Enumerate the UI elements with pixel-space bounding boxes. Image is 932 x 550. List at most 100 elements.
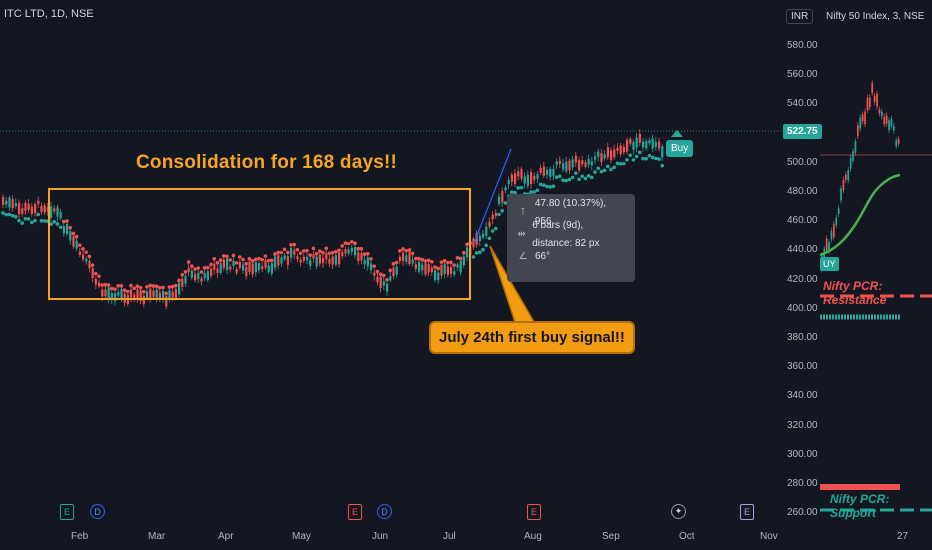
candle-body [146,291,149,299]
candle-body [158,292,161,299]
signal-dot [20,221,25,225]
candle-body [178,282,181,295]
candle-body [507,180,510,185]
signal-dot [292,242,297,247]
signal-dot [161,285,165,290]
signal-dot [545,184,549,189]
side-candlestick-series [821,80,900,273]
candle-body [104,289,107,297]
signal-dot [14,215,18,219]
signal-dot [529,190,533,194]
consolidation-label[interactable]: Consolidation for 168 days!! [136,152,398,173]
candle-body [424,263,427,275]
side-chart-title[interactable]: Nifty 50 Index, 3, NSE [826,11,925,22]
signal-dot [81,247,85,251]
earnings-event-icon[interactable]: E [60,504,74,520]
side-candle-body [866,97,869,111]
candle-body [69,230,72,241]
signal-dot [62,219,66,224]
candle-body [245,267,248,277]
buy-signal-callout[interactable]: July 24th first buy signal!! [429,321,635,354]
signal-dot [266,258,271,263]
candle-body [360,253,363,261]
signal-dot [612,165,616,170]
side-candle-body [842,179,845,191]
candle-body [405,255,408,262]
signal-dot [362,252,367,256]
time-axis[interactable]: Feb Mar Apr May Jun Jul Aug Sep Oct Nov [0,528,782,546]
signal-dot [1,211,5,215]
candle-body [309,260,312,266]
signal-dot [106,283,111,287]
earnings-event-icon[interactable]: E [740,504,754,520]
candle-body [331,256,334,265]
candle-body [334,254,337,265]
signal-dot [17,218,21,223]
signal-dot [286,250,290,255]
signal-dot [231,253,236,258]
candle-body [171,291,174,298]
signal-dot [247,257,252,261]
signal-dot [490,229,495,233]
candle-body [603,154,606,159]
candle-body [165,296,168,307]
signal-dot [452,263,457,267]
candle-body [366,257,369,267]
signal-dot [375,269,380,274]
candle-body [590,161,593,166]
bars-range-icon: ⇹ [517,229,526,240]
earnings-event-icon[interactable]: E [348,504,362,520]
star-event-icon[interactable]: ✦ [671,504,686,519]
candle-body [248,261,251,272]
signal-dot [407,248,412,252]
signal-dot [334,249,338,254]
signal-dot [538,182,543,187]
dividend-event-icon[interactable]: D [377,504,392,519]
price-axis[interactable]: 580.00560.00540.00520.00500.00480.00460.… [782,0,818,550]
signal-dot [55,222,60,226]
signal-dot [148,283,152,288]
candle-body [219,263,222,273]
signal-dot [436,266,441,271]
candle-body [386,283,389,292]
candle-body [392,267,395,277]
candle-body [117,291,120,296]
signal-dot [481,247,485,252]
currency-badge[interactable]: INR [786,9,814,24]
signal-dot [455,256,460,260]
candle-body [389,276,392,281]
time-axis-label: Apr [218,531,234,542]
signal-dot [58,225,63,230]
candle-body [242,264,245,271]
signal-dot [564,178,568,183]
signal-dot [369,256,373,261]
candle-body [72,236,75,247]
candle-body [162,291,165,300]
symbol-title[interactable]: ITC LTD, 1D, NSE [4,8,94,20]
signal-dot [593,170,597,174]
candle-body [651,138,654,149]
candle-body [11,199,14,209]
candle-body [661,146,664,158]
signal-dot [23,216,28,221]
candle-body [133,294,136,298]
candle-body [466,247,469,258]
earnings-event-icon[interactable]: E [527,504,541,520]
signal-dot [244,261,248,266]
candle-body [568,160,571,171]
signal-dot [346,241,351,246]
price-axis-label: 460.00 [787,215,818,227]
signal-dot [193,267,197,271]
side-candle-body [873,95,876,102]
signal-dot [401,247,405,251]
signal-dot [650,155,655,160]
side-candle-body [885,115,888,124]
candle-body [62,225,65,234]
dividend-event-icon[interactable]: D [90,504,105,519]
measure-tooltip: ⊺ 47.80 (10.37%), 956 ⇹ 6 bars (9d), dista… [507,194,635,282]
candle-body [264,260,267,268]
signal-dot [516,186,520,190]
side-candle-body [854,141,857,153]
signal-dot [154,284,159,289]
